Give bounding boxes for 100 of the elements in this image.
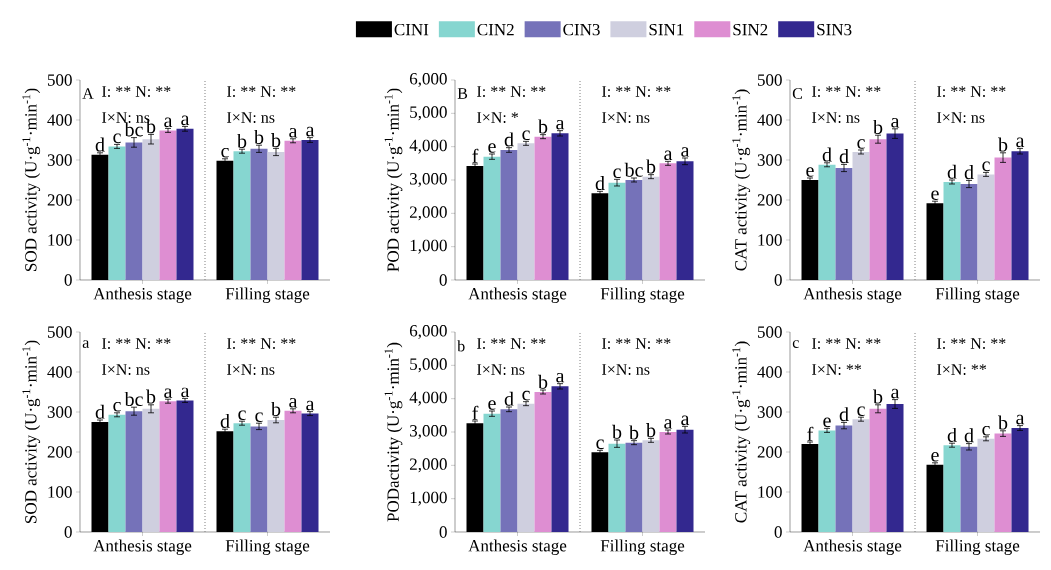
data-label: b [538, 119, 548, 134]
bar [960, 184, 978, 280]
bar [176, 400, 194, 532]
bar [159, 401, 177, 532]
data-label: c [113, 401, 121, 412]
bar [1011, 151, 1029, 280]
y-tick-label: 0 [64, 526, 72, 538]
bar [676, 429, 694, 532]
bar [625, 180, 643, 280]
annotation: I: ** N: ** [812, 86, 881, 97]
annotation: I: ** N: ** [812, 338, 881, 349]
data-label: a [164, 117, 173, 128]
bar [642, 440, 660, 532]
data-label: d [839, 407, 849, 422]
y-tick-label: 2,000 [409, 458, 447, 473]
x-tick-label: Anthesis stage [93, 539, 192, 555]
data-label: c [522, 390, 530, 401]
bar [284, 410, 302, 532]
annotation: I×N: ns [937, 112, 985, 123]
bar [517, 403, 535, 532]
y-tick-label: 2,000 [409, 206, 447, 221]
y-tick-label: 300 [47, 406, 72, 418]
annotation: I: ** N: ** [602, 86, 671, 97]
bar [267, 420, 285, 532]
legend-label: SIN2 [733, 23, 768, 36]
y-tick-label: 6,000 [409, 73, 447, 87]
bar [625, 442, 643, 532]
bar [977, 174, 995, 280]
bar [534, 392, 552, 532]
bar [835, 167, 853, 280]
annotation: I×N: ns [812, 112, 860, 123]
data-label: a [664, 150, 673, 161]
data-label: b [538, 374, 548, 389]
data-label: a [891, 118, 900, 128]
annotation: b [457, 340, 465, 352]
data-label: c [113, 133, 121, 144]
bar [886, 404, 904, 532]
data-label: e [823, 417, 831, 428]
annotation: I×N: ** [937, 364, 987, 375]
y-tick-label: 6,000 [409, 325, 447, 339]
data-label: c [982, 161, 990, 172]
data-label: a [164, 388, 173, 398]
data-label: a [681, 415, 690, 426]
data-label: b [237, 133, 247, 148]
y-tick-label: 100 [48, 486, 72, 498]
data-label: d [504, 391, 514, 406]
bar [676, 161, 694, 280]
annotation: I×N: ** [812, 364, 862, 375]
y-tick-label: 200 [757, 194, 782, 206]
data-label: d [822, 147, 832, 162]
y-tick-label: 300 [757, 154, 782, 166]
annotation: I: ** N: ** [102, 338, 171, 349]
y-tick-label: 200 [47, 194, 72, 206]
y-tick-label: 4,000 [409, 139, 447, 154]
bar [994, 157, 1012, 280]
bar [659, 432, 677, 532]
legend-label: CINI [394, 23, 429, 36]
bar [994, 433, 1012, 532]
bar [301, 413, 319, 532]
bar [869, 408, 887, 532]
data-label: a [664, 419, 673, 429]
y-tick-label: 0 [64, 274, 72, 286]
bar [125, 142, 143, 280]
bar [534, 136, 552, 280]
y-tick-label: 400 [757, 114, 782, 126]
bar [943, 182, 961, 280]
annotation: I×N: * [477, 112, 519, 123]
x-tick-label: Anthesis stage [803, 287, 902, 303]
data-label: d [95, 137, 105, 152]
bar [267, 152, 285, 280]
y-tick-label: 100 [48, 234, 72, 246]
annotation: I×N: ns [602, 112, 650, 123]
data-label: bc [124, 391, 143, 406]
y-tick-label: 500 [47, 326, 72, 338]
y-tick-label: 300 [757, 406, 782, 418]
data-label: c [596, 439, 604, 450]
bar [108, 414, 126, 532]
bar [835, 425, 853, 532]
data-label: a [289, 398, 298, 408]
annotation: I: ** N: ** [102, 86, 171, 97]
data-label: bc [124, 122, 143, 137]
y-tick-label: 200 [47, 446, 72, 458]
data-label: d [595, 176, 605, 191]
bar [551, 133, 569, 280]
bar [818, 164, 836, 280]
bar [233, 423, 251, 532]
y-tick-label: 1,000 [410, 491, 447, 506]
data-label: a [556, 119, 565, 130]
data-label: f [807, 426, 814, 441]
data-label: c [221, 147, 229, 158]
y-axis-title: CAT activity (U·g$^{-1}$·min$^{-1}$) [732, 89, 751, 271]
annotation: A [82, 88, 94, 99]
x-tick-label: Anthesis stage [803, 539, 902, 555]
data-label: b [612, 424, 622, 439]
bar [1011, 428, 1029, 532]
data-label: c [857, 139, 865, 149]
bar [852, 152, 870, 280]
data-label: a [556, 372, 565, 383]
annotation: I: ** N: ** [227, 86, 296, 97]
y-tick-label: 500 [757, 74, 782, 86]
